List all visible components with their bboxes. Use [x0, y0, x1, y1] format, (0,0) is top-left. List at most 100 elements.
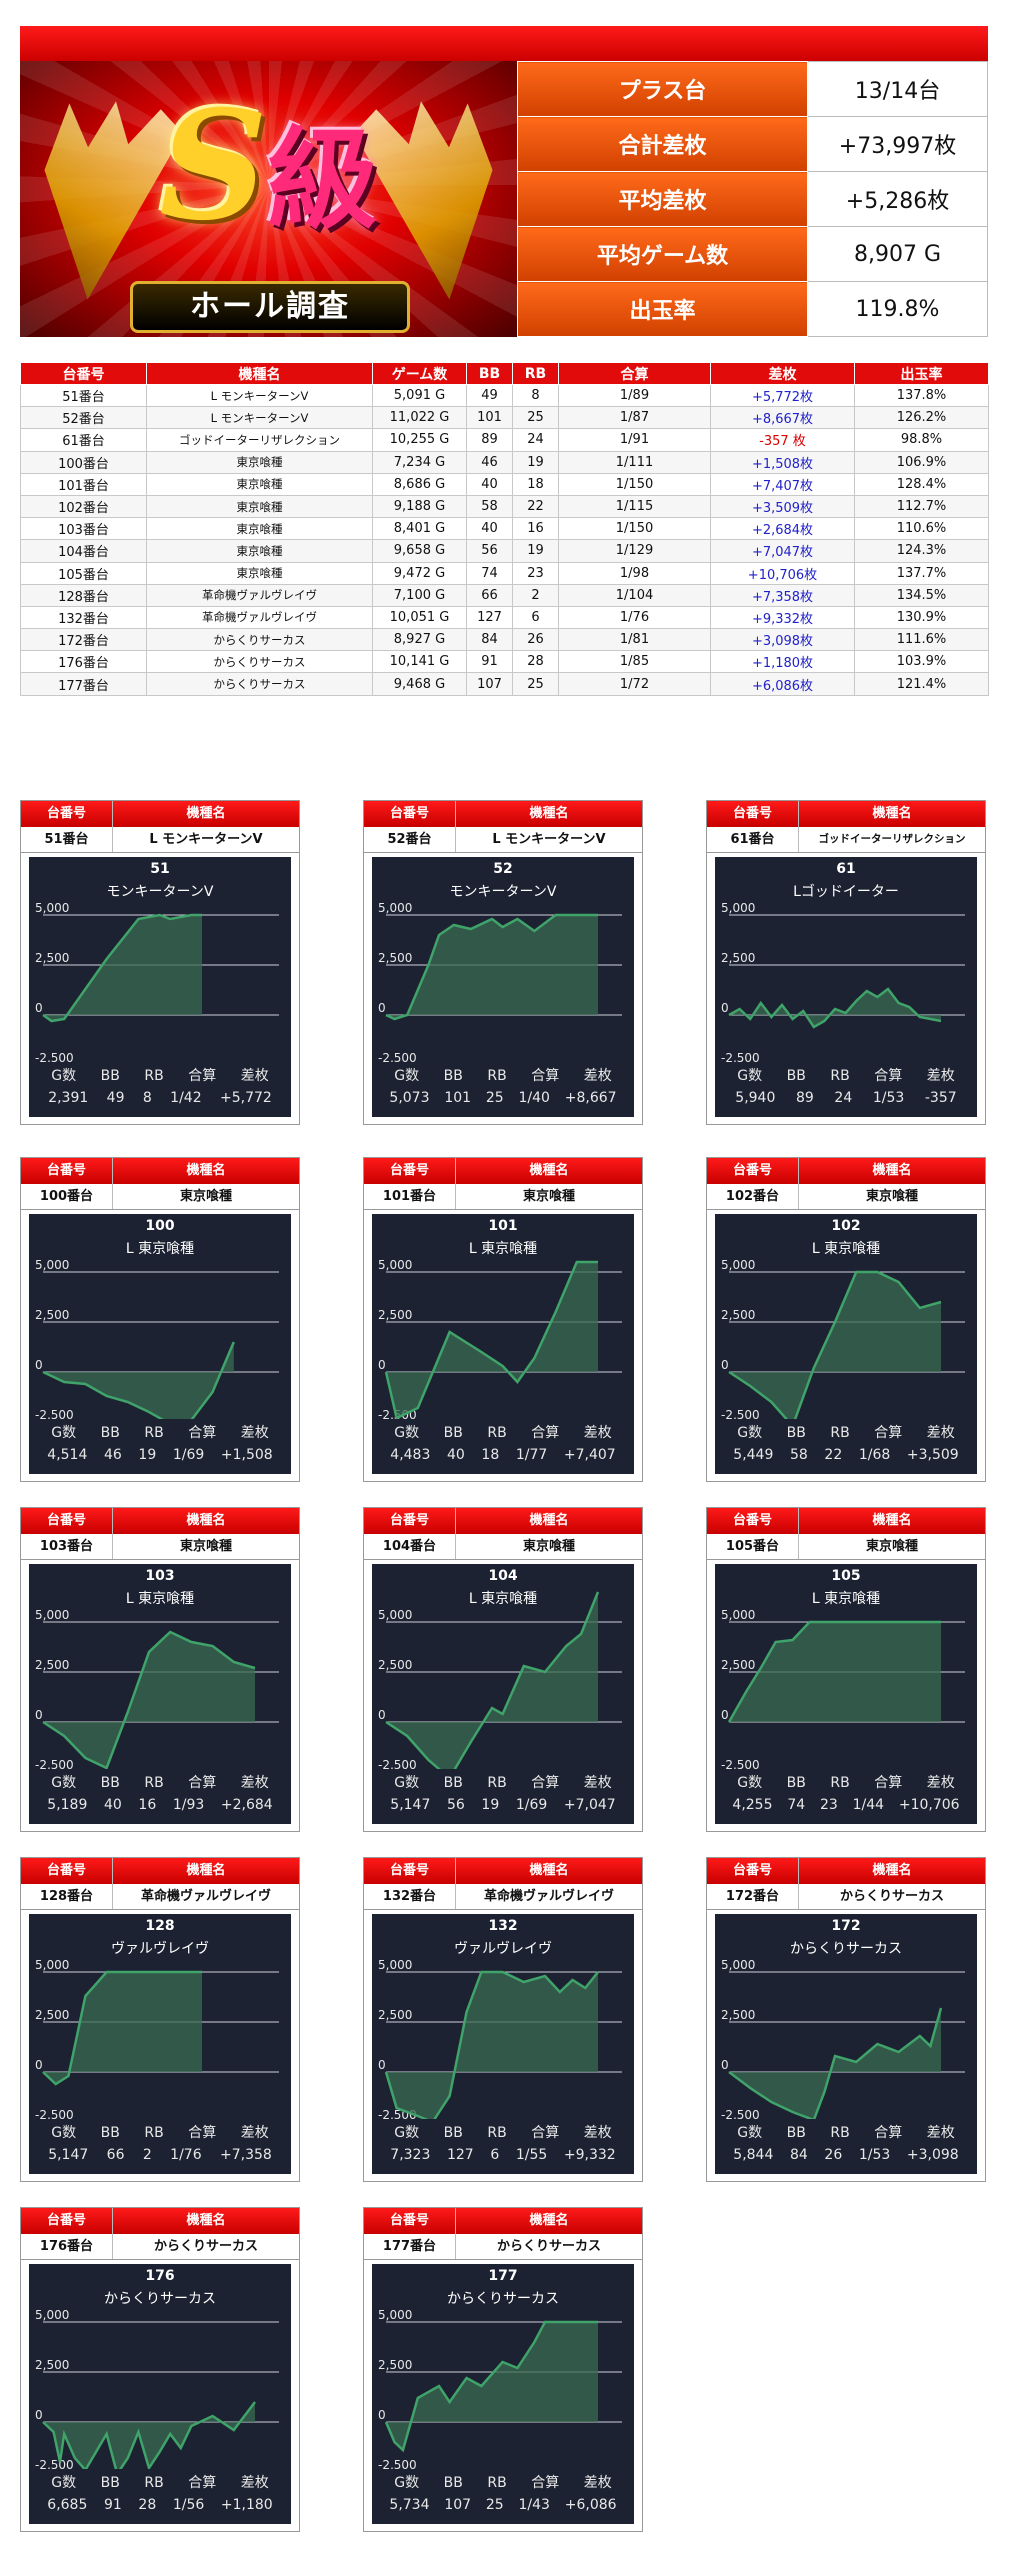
- graph-stat-label: RB: [487, 1425, 507, 1441]
- graph-stat-value: +8,667: [564, 1090, 617, 1106]
- axis-tick-label: -2,500: [378, 2458, 417, 2469]
- series-area: [43, 2402, 255, 2469]
- graph-machine-name: モンキーターンV: [449, 884, 557, 900]
- graph-stat-value: +7,407: [563, 1447, 616, 1463]
- graph-stats-values: 5,940 89 24 1/53 -357: [715, 1087, 977, 1109]
- graph-stat-value: 18: [481, 1447, 500, 1463]
- card-values: 132番台 革命機ヴァルヴレイヴ: [364, 1884, 642, 1910]
- graph-stat-label: 差枚: [583, 1068, 612, 1084]
- table-cell: 24: [512, 428, 559, 452]
- graph-stat-value: 91: [103, 2497, 122, 2513]
- graph-stat-value: +7,047: [563, 1797, 616, 1813]
- axis-tick-label: 5,000: [35, 2308, 69, 2322]
- table-cell: 革命機ヴァルヴレイヴ: [146, 583, 373, 607]
- graph-stat-value: 58: [789, 1447, 808, 1463]
- card-machine-number: 177番台: [364, 2234, 456, 2259]
- machine-graph-card: 台番号 機種名 176番台 からくりサーカス 176 からくりサーカス 5,000 2,500…: [20, 2207, 300, 2532]
- graph-machine-name: からくりサーカス: [447, 2291, 559, 2307]
- table-row: 176番台 からくりサーカス 10,141 G 91 28 1/85 +1,180枚 103.…: [20, 650, 989, 674]
- table-cell: +5,772枚: [710, 383, 855, 408]
- graph-stats-labels: G数 BB RB 合算 差枚: [715, 1772, 977, 1794]
- axis-tick-label: 5,000: [35, 901, 69, 915]
- axis-tick-label: 5,000: [721, 1258, 755, 1272]
- graph-stat-value: +10,706: [898, 1797, 960, 1813]
- graph-stats: G数 BB RB 合算 差枚 5,734 107 25 1/43 +6,086: [372, 2472, 634, 2516]
- card-header-machine-label: 機種名: [186, 1863, 226, 1878]
- graph-stat-value: 5,147: [390, 1797, 431, 1813]
- series-line: [42, 2401, 256, 2469]
- axis-tick-label: 2,500: [35, 951, 69, 965]
- table-cell: 19: [512, 450, 559, 474]
- graph-stats: G数 BB RB 合算 差枚 6,685 91 28 1/56 +1,180: [29, 2472, 291, 2516]
- graph-stat-label: 合算: [188, 2125, 217, 2141]
- graph-stats-labels: G数 BB RB 合算 差枚: [715, 1422, 977, 1444]
- card-header-number-label: 台番号: [364, 2208, 456, 2234]
- graph-stat-label: 合算: [188, 1425, 217, 1441]
- graph-stat-label: G数: [737, 1068, 763, 1084]
- table-cell: 9,188 G: [372, 494, 467, 519]
- slump-graph: 5,000 2,500 0 -2,500: [721, 1258, 965, 1419]
- table-cell: 128番台: [20, 583, 147, 607]
- graph-panel: 61 Lゴッドイーター 5,000 2,500 0 -2,500 G数 BB RB 合算 差枚 5,9…: [715, 857, 977, 1117]
- series-area: [386, 1972, 598, 2119]
- slump-graph: 5,000 2,500 0 -2,500: [378, 2308, 622, 2469]
- graph-stat-label: 合算: [531, 2125, 560, 2141]
- graph-stat-value: +3,098: [906, 2147, 959, 2163]
- header-strip: [20, 26, 988, 61]
- graph-stat-value: 1/77: [515, 1447, 548, 1463]
- card-machine-name: ゴッドイーターリザレクション: [818, 833, 966, 845]
- graph-stat-label: 合算: [874, 2125, 903, 2141]
- slump-graph: 5,000 2,500 0 -2,500: [721, 901, 965, 1062]
- graph-stat-value: 101: [444, 1090, 472, 1106]
- card-header: 台番号 機種名: [707, 801, 985, 827]
- graph-number: 61: [836, 861, 856, 877]
- graph-stat-value: 1/93: [172, 1797, 205, 1813]
- graph-stat-label: 合算: [531, 1775, 560, 1791]
- graph-stat-value: 40: [446, 1447, 465, 1463]
- slump-graph: 5,000 2,500 0 -2,500: [378, 1591, 622, 1769]
- graph-stat-value: +3,509: [906, 1447, 959, 1463]
- slump-graph: 5,000 2,500 0 -2,500: [721, 1608, 965, 1769]
- table-cell: 1/104: [558, 583, 711, 607]
- machine-graph-card: 台番号 機種名 132番台 革命機ヴァルヴレイヴ 132 ヴァルヴレイヴ 5,000 2,50…: [363, 1857, 643, 2182]
- card-header-machine-label: 機種名: [186, 1513, 226, 1528]
- card-machine-number: 104番台: [364, 1534, 456, 1559]
- graph-stat-label: G数: [737, 2125, 763, 2141]
- table-cell: 革命機ヴァルヴレイヴ: [146, 605, 373, 630]
- graph-stat-label: G数: [737, 1775, 763, 1791]
- table-cell: 5,091 G: [372, 383, 467, 408]
- table-cell: 28: [512, 650, 559, 674]
- graph-stats-values: 2,391 49 8 1/42 +5,772: [29, 1087, 291, 1109]
- card-header-machine-label: 機種名: [872, 1863, 912, 1878]
- graph-stat-label: RB: [144, 2475, 164, 2491]
- graph-machine-name: L 東京喰種: [125, 1241, 195, 1257]
- table-cell: +3,098枚: [710, 628, 855, 652]
- axis-tick-label: 0: [378, 1358, 386, 1372]
- graph-stat-label: RB: [830, 2125, 850, 2141]
- graph-panel: 176 からくりサーカス 5,000 2,500 0 -2,500 G数 BB RB 合算 差枚 6,…: [29, 2264, 291, 2524]
- table-cell: 132番台: [20, 605, 147, 630]
- axis-tick-label: 0: [378, 2058, 386, 2072]
- summary-label: 平均差枚: [517, 171, 808, 227]
- graph-number: 177: [488, 2268, 518, 2284]
- graph-number: 51: [150, 861, 170, 877]
- graph-stats: G数 BB RB 合算 差枚 7,323 127 6 1/55 +9,332: [372, 2122, 634, 2166]
- table-cell: 8,401 G: [372, 517, 467, 541]
- graph-machine-name: L 東京喰種: [468, 1241, 538, 1257]
- graph-stats-labels: G数 BB RB 合算 差枚: [715, 2122, 977, 2144]
- machine-graph-card: 台番号 機種名 51番台 L モンキーターンV 51 モンキーターンV 5,000 2,500…: [20, 800, 300, 1125]
- axis-tick-label: -2,500: [35, 1051, 74, 1062]
- table-cell: 102番台: [20, 494, 147, 519]
- graph-stat-label: 合算: [874, 1775, 903, 1791]
- graph-stat-value: 1/42: [170, 1090, 202, 1106]
- graph-stat-value: 1/53: [872, 1090, 905, 1106]
- graph-stat-value: +5,772: [219, 1090, 272, 1106]
- table-cell: 105番台: [20, 561, 147, 585]
- card-values: 61番台 ゴッドイーターリザレクション: [707, 827, 985, 853]
- card-header: 台番号 機種名: [707, 1158, 985, 1184]
- graph-machine-name: L 東京喰種: [811, 1591, 881, 1607]
- table-row: 132番台 革命機ヴァルヴレイヴ 10,051 G 127 6 1/76 +9,332枚 13…: [20, 605, 989, 630]
- graph-stats-labels: G数 BB RB 合算 差枚: [372, 1772, 634, 1794]
- table-cell: 103番台: [20, 517, 147, 541]
- graph-stat-value: 1/43: [518, 2497, 550, 2513]
